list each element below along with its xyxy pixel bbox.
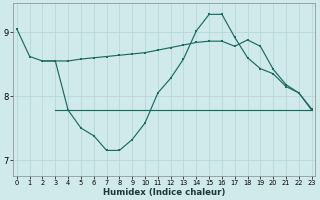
X-axis label: Humidex (Indice chaleur): Humidex (Indice chaleur): [103, 188, 226, 197]
